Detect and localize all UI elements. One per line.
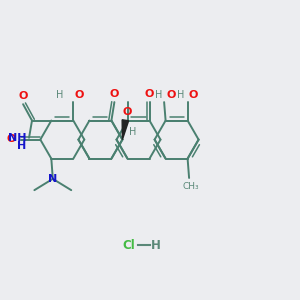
Text: H: H: [151, 238, 161, 252]
Text: Cl: Cl: [123, 238, 136, 252]
Text: H: H: [155, 90, 163, 100]
Text: H: H: [17, 141, 26, 151]
Text: O: O: [75, 90, 84, 100]
Text: O: O: [6, 134, 16, 144]
Text: O: O: [18, 91, 28, 101]
Text: O: O: [122, 107, 132, 117]
Text: NH: NH: [8, 133, 26, 143]
Text: H: H: [129, 127, 136, 137]
Text: O: O: [167, 90, 176, 100]
Text: CH₃: CH₃: [182, 182, 199, 190]
Text: H: H: [177, 90, 184, 100]
Text: N: N: [48, 174, 57, 184]
Text: O: O: [110, 89, 119, 99]
Polygon shape: [122, 120, 129, 140]
Text: O: O: [145, 89, 154, 99]
Text: H: H: [56, 90, 64, 100]
Text: O: O: [188, 90, 198, 100]
